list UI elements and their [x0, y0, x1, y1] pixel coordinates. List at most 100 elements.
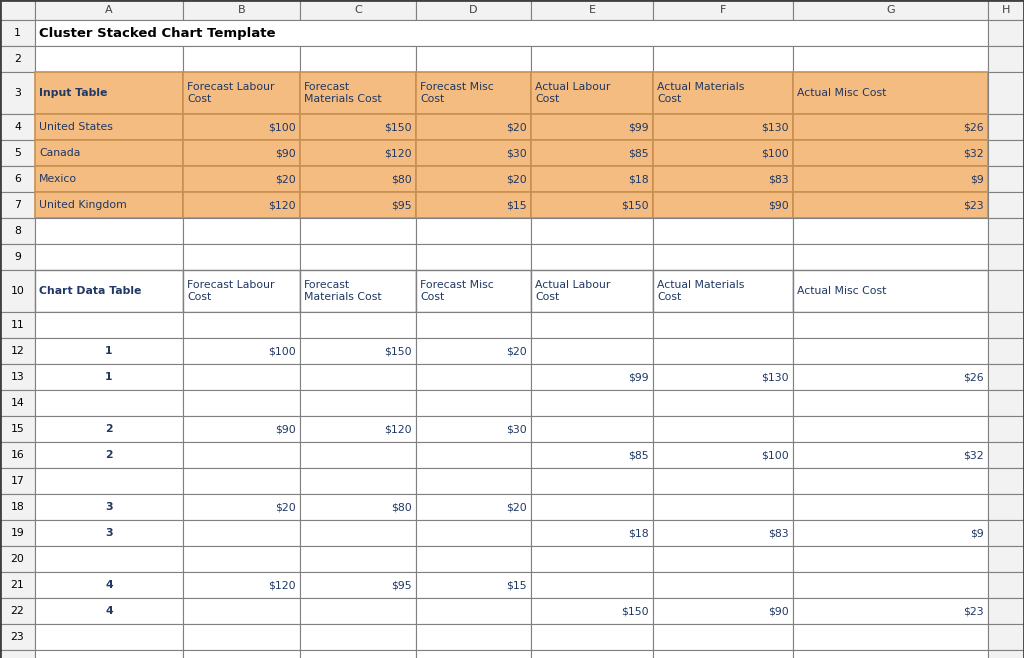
Bar: [300, 624, 416, 650]
Bar: [653, 244, 793, 270]
Bar: [35, 598, 183, 624]
Text: Forecast Labour
Cost: Forecast Labour Cost: [187, 280, 274, 302]
Bar: [183, 624, 300, 650]
Text: $130: $130: [762, 122, 790, 132]
Text: $90: $90: [275, 424, 296, 434]
Bar: [988, 244, 1024, 270]
Bar: [988, 338, 1024, 364]
Text: F: F: [720, 5, 726, 15]
Text: 4: 4: [105, 606, 113, 616]
Bar: [0, 270, 35, 312]
Bar: [35, 416, 183, 442]
Text: Forecast
Materials Cost: Forecast Materials Cost: [304, 280, 382, 302]
Bar: [653, 598, 793, 624]
Bar: [0, 166, 35, 192]
Bar: [793, 140, 988, 166]
Text: $20: $20: [275, 174, 296, 184]
Text: $85: $85: [629, 450, 649, 460]
Bar: [416, 270, 531, 312]
Bar: [0, 572, 35, 598]
Bar: [0, 72, 35, 114]
Bar: [300, 72, 416, 114]
Bar: [0, 520, 35, 546]
Bar: [793, 46, 988, 72]
Bar: [183, 46, 300, 72]
Bar: [183, 140, 300, 166]
Bar: [531, 416, 653, 442]
Text: $120: $120: [268, 200, 296, 210]
Text: $30: $30: [506, 424, 527, 434]
Bar: [653, 468, 793, 494]
Bar: [35, 364, 183, 390]
Bar: [35, 442, 183, 468]
Bar: [416, 520, 531, 546]
Text: 8: 8: [14, 226, 20, 236]
Bar: [531, 312, 653, 338]
Bar: [653, 520, 793, 546]
Bar: [793, 598, 988, 624]
Bar: [988, 598, 1024, 624]
Text: $99: $99: [629, 372, 649, 382]
Bar: [988, 572, 1024, 598]
Bar: [35, 572, 183, 598]
Text: Actual Materials
Cost: Actual Materials Cost: [657, 280, 744, 302]
Bar: [300, 114, 416, 140]
Bar: [35, 624, 183, 650]
Bar: [531, 546, 653, 572]
Bar: [183, 520, 300, 546]
Bar: [300, 468, 416, 494]
Bar: [35, 494, 183, 520]
Bar: [300, 520, 416, 546]
Bar: [653, 572, 793, 598]
Bar: [183, 192, 300, 218]
Bar: [300, 270, 416, 312]
Text: Canada: Canada: [39, 148, 80, 158]
Text: 17: 17: [10, 476, 25, 486]
Bar: [793, 416, 988, 442]
Bar: [531, 338, 653, 364]
Bar: [183, 442, 300, 468]
Text: 2: 2: [14, 54, 20, 64]
Bar: [416, 218, 531, 244]
Bar: [300, 312, 416, 338]
Bar: [793, 546, 988, 572]
Text: Actual Misc Cost: Actual Misc Cost: [797, 286, 887, 296]
Bar: [183, 166, 300, 192]
Text: 10: 10: [10, 286, 25, 296]
Bar: [531, 270, 653, 312]
Bar: [653, 442, 793, 468]
Text: 13: 13: [10, 372, 25, 382]
Bar: [183, 312, 300, 338]
Bar: [416, 364, 531, 390]
Bar: [35, 140, 183, 166]
Bar: [35, 20, 988, 46]
Bar: [793, 0, 988, 20]
Bar: [35, 650, 183, 658]
Bar: [300, 572, 416, 598]
Text: $15: $15: [507, 580, 527, 590]
Text: $120: $120: [384, 424, 412, 434]
Bar: [793, 364, 988, 390]
Text: $20: $20: [506, 346, 527, 356]
Text: 11: 11: [10, 320, 25, 330]
Text: United Kingdom: United Kingdom: [39, 200, 127, 210]
Bar: [0, 312, 35, 338]
Bar: [793, 312, 988, 338]
Text: 6: 6: [14, 174, 20, 184]
Bar: [35, 468, 183, 494]
Bar: [0, 468, 35, 494]
Bar: [183, 390, 300, 416]
Bar: [0, 546, 35, 572]
Bar: [793, 494, 988, 520]
Bar: [988, 546, 1024, 572]
Text: Chart Data Table: Chart Data Table: [39, 286, 141, 296]
Text: $83: $83: [768, 174, 790, 184]
Bar: [300, 650, 416, 658]
Bar: [416, 650, 531, 658]
Bar: [35, 166, 183, 192]
Text: Actual Labour
Cost: Actual Labour Cost: [535, 82, 610, 104]
Bar: [183, 72, 300, 114]
Text: $26: $26: [964, 372, 984, 382]
Bar: [300, 364, 416, 390]
Bar: [183, 494, 300, 520]
